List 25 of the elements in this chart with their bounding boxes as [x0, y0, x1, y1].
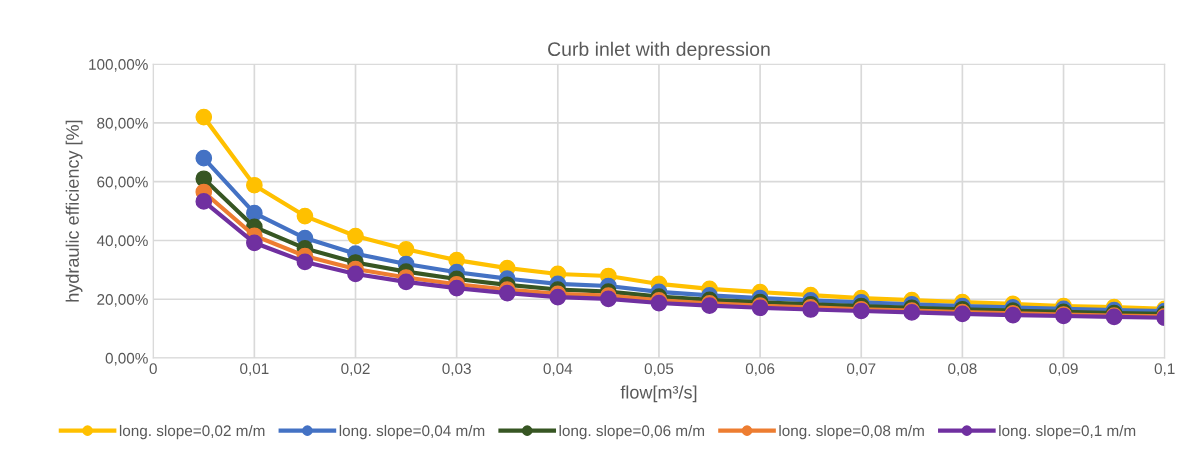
x-tick-label: 0,01 — [240, 363, 269, 376]
y-tick-label: 40,00% — [96, 235, 148, 248]
legend-label: long. slope=0,06 m/m — [559, 424, 705, 440]
x-tick-label: 0,1 — [1154, 363, 1175, 376]
y-tick-label: 20,00% — [97, 294, 148, 307]
legend-label: long. slope=0,1 m/m — [999, 424, 1136, 440]
x-tick-label: 0,08 — [948, 363, 977, 376]
chart-title: Curb inlet with depression — [548, 41, 770, 60]
y-tick-label: 60,00% — [97, 176, 148, 190]
y-axis-title: hydraulic efficiency [%] — [65, 120, 83, 302]
legend-label: long. slope=0,08 m/m — [779, 424, 924, 440]
y-tick-label: 100,00% — [89, 59, 148, 72]
x-tick-label: 0,04 — [543, 363, 573, 376]
legend-label: long. slope=0,02 m/m — [119, 424, 265, 440]
legend-label: long. slope=0,04 m/m — [339, 424, 485, 440]
x-tick-label: 0,09 — [1049, 363, 1078, 376]
x-tick-label: 0,05 — [644, 363, 674, 376]
y-tick-label: 0,00% — [105, 352, 148, 366]
x-tick-label: 0,06 — [745, 363, 775, 376]
x-tick-label: 0,07 — [846, 363, 876, 376]
x-axis-title: flow[m³/s] — [620, 385, 697, 403]
x-tick-label: 0 — [149, 363, 157, 375]
y-tick-label: 80,00% — [97, 117, 148, 131]
x-tick-label: 0,03 — [442, 363, 471, 376]
x-tick-label: 0,02 — [341, 363, 370, 376]
